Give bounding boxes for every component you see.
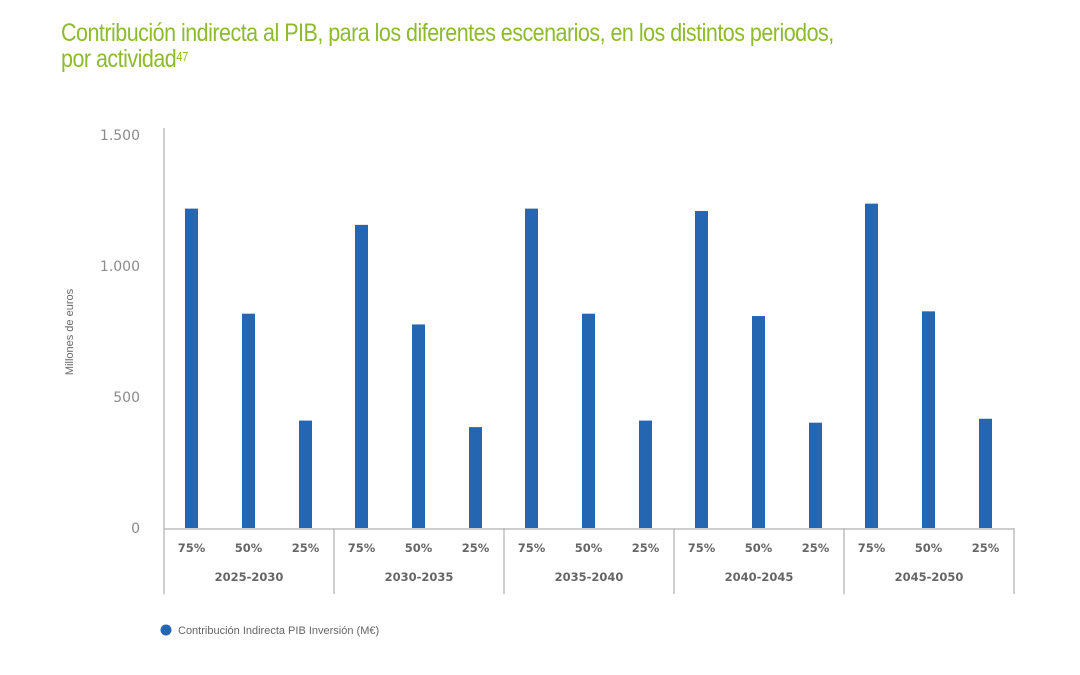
bar: [412, 324, 425, 528]
legend: Contribución Indirecta PIB Inversión (M€…: [160, 624, 379, 637]
bar: [922, 311, 935, 528]
y-tick-label: 1.500: [100, 128, 140, 144]
legend-label: Contribución Indirecta PIB Inversión (M€…: [178, 625, 379, 637]
chart-title-line2: por actividad: [61, 45, 177, 73]
x-group-label: 2025-2030: [215, 570, 284, 584]
x-group-label: 2030-2035: [385, 570, 454, 584]
x-subcategory-label: 25%: [292, 541, 320, 555]
x-subcategory-label: 50%: [575, 541, 603, 555]
bar: [299, 420, 312, 528]
x-subcategory-label: 25%: [462, 541, 490, 555]
footnote-marker: 47: [176, 49, 189, 64]
y-axis: 0 500 1.000 1.500: [100, 128, 165, 537]
x-subcategory-label: 75%: [858, 541, 886, 555]
chart-title-line1: Contribución indirecta al PIB, para los …: [61, 19, 834, 47]
x-subcategory-label: 50%: [405, 541, 433, 555]
x-subcategory-label: 75%: [688, 541, 716, 555]
bar: [752, 316, 765, 528]
bar: [809, 422, 822, 528]
x-subcategory-label: 25%: [632, 541, 660, 555]
x-subcategory-label: 75%: [178, 541, 206, 555]
x-axis: 75% 50% 25% 2025-2030 75% 50% 25% 2030-2035 75% 5…: [163, 528, 1015, 594]
legend-marker: [160, 624, 172, 636]
y-tick-label: 500: [113, 390, 140, 406]
x-group-label: 2035-2040: [555, 570, 624, 584]
bar: [695, 210, 708, 529]
bar: [639, 420, 652, 528]
x-subcategory-label: 50%: [745, 541, 773, 555]
x-subcategory-label: 50%: [235, 541, 263, 555]
x-subcategory-label: 75%: [348, 541, 376, 555]
y-tick-label: 0: [131, 521, 140, 537]
bar: [469, 427, 482, 528]
x-subcategory-label: 25%: [972, 541, 1000, 555]
y-tick-label: 1.000: [100, 259, 140, 275]
chart-title: Contribución indirecta al PIB, para los …: [61, 20, 955, 72]
x-subcategory-label: 75%: [518, 541, 546, 555]
bar: [242, 313, 255, 528]
y-axis-label: Millones de euros: [64, 288, 76, 375]
bar: [355, 224, 368, 528]
x-subcategory-label: 25%: [802, 541, 830, 555]
bar: [865, 203, 878, 529]
bar: [525, 208, 538, 528]
bars: [185, 203, 992, 529]
bar: [582, 313, 595, 528]
bar: [979, 418, 992, 528]
x-group-label: 2040-2045: [725, 570, 794, 584]
x-group-label: 2045-2050: [895, 570, 964, 584]
x-subcategory-label: 50%: [915, 541, 943, 555]
bar: [185, 208, 198, 528]
